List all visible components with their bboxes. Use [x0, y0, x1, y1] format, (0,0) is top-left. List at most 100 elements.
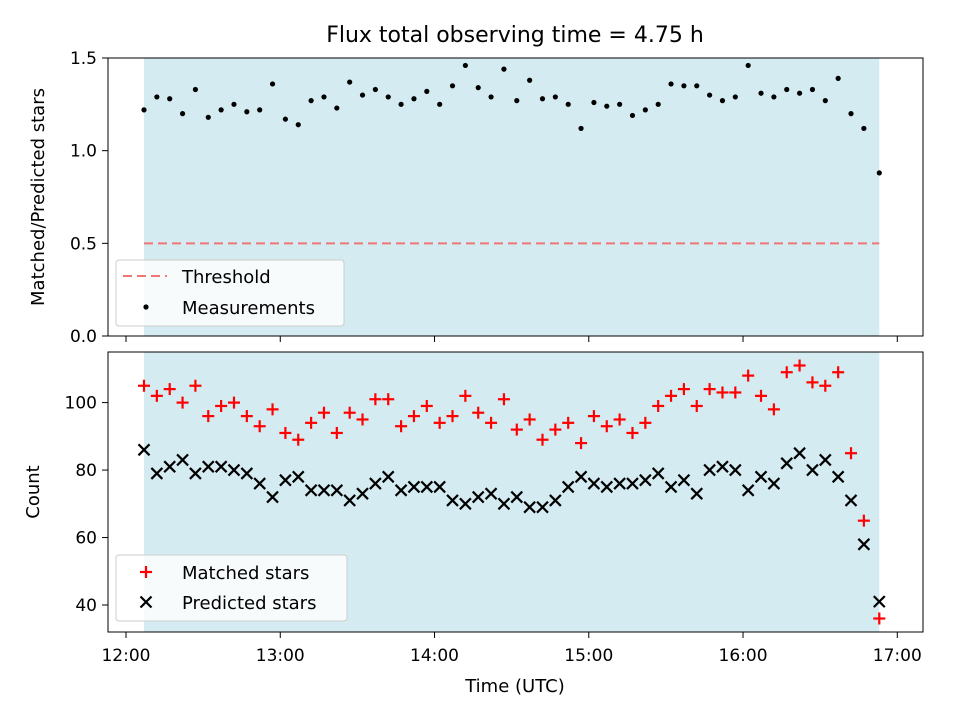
predicted-star-point [484, 487, 498, 500]
measurement-point [527, 77, 533, 83]
predicted-star-point [806, 463, 819, 477]
matched-star-point [626, 426, 639, 439]
predicted-star-point [291, 470, 305, 484]
matched-star-point [215, 399, 228, 412]
matched-star-point [330, 426, 343, 439]
measurement-point [257, 107, 263, 113]
measurement-point [462, 62, 468, 69]
predicted-star-point [523, 500, 536, 514]
matched-star-point [703, 383, 716, 396]
measurement-point [642, 107, 648, 113]
measurement-point [604, 103, 610, 109]
measurement-point [475, 85, 481, 91]
matched-star-point [755, 389, 768, 402]
matched-star-point [485, 416, 498, 429]
matched-star-point [317, 406, 330, 419]
x-ticks-bottom: 12:00 13:00 14:00 15:00 16:00 17:00 [101, 632, 922, 666]
predicted-star-point [510, 490, 524, 504]
predicted-star-point [420, 480, 434, 494]
matched-star-point [562, 416, 575, 429]
predicted-star-point [574, 470, 588, 484]
predicted-star-point [780, 457, 794, 470]
y-tick-label: 1.0 [70, 142, 97, 162]
measurement-point [231, 101, 237, 107]
predicted-star-point [561, 480, 575, 494]
measurement-point [321, 94, 327, 100]
predicted-star-point [819, 453, 832, 467]
panel-ratio: 0.0 0.5 1.0 1.5 Matched/Predicted stars Thr… [28, 49, 924, 347]
predicted-star-point [549, 494, 562, 507]
measurement-point [449, 83, 456, 89]
matched-star-point [793, 359, 806, 372]
matched-star-point [420, 399, 433, 412]
matched-star-point [873, 612, 886, 625]
matched-star-point [536, 433, 549, 446]
matched-star-point [395, 420, 408, 433]
matched-star-point [652, 399, 665, 412]
measurement-point [411, 96, 417, 102]
predicted-star-point [150, 467, 164, 480]
predicted-star-point [330, 484, 344, 497]
predicted-star-point [459, 497, 472, 511]
measurement-point [244, 109, 250, 115]
measurement-point [578, 125, 584, 132]
legend-matched-marker [140, 566, 152, 578]
matched-star-point [806, 376, 819, 389]
measurement-point [539, 96, 546, 102]
y-axis-label-bottom: Count [23, 465, 44, 518]
predicted-star-point [754, 470, 768, 484]
measurement-point [822, 98, 828, 104]
matched-star-point [497, 393, 510, 406]
y-tick-label: 40 [75, 596, 97, 616]
predicted-star-point [626, 477, 639, 490]
legend-bottom-box [115, 554, 348, 622]
predicted-star-point [651, 467, 665, 480]
measurement-point [359, 92, 366, 98]
matched-star-point [382, 393, 395, 406]
predicted-star-point [279, 473, 292, 487]
x-tick-label: 17:00 [873, 646, 922, 666]
measurement-point [848, 111, 854, 117]
measurement-point [565, 101, 571, 107]
measurement-point [347, 79, 353, 85]
matched-star-point [176, 396, 189, 409]
matched-star-point [459, 389, 472, 402]
predicted-star-point [600, 480, 614, 494]
matched-star-point [690, 399, 703, 412]
legend-measurements-label: Measurements [182, 298, 315, 319]
measurement-point [694, 83, 700, 89]
matched-star-point [446, 410, 459, 423]
matched-star-point [639, 416, 652, 429]
predicted-star-point [471, 490, 485, 504]
predicted-star-point [716, 460, 729, 473]
matched-star-point [600, 420, 613, 433]
predicted-star-point [343, 494, 356, 507]
y-tick-label: 0.5 [70, 234, 97, 254]
y-tick-label: 100 [65, 394, 97, 414]
measurement-point [205, 114, 211, 120]
legend-top: Threshold Measurements [115, 259, 345, 327]
y-axis-label-top: Matched/Predicted stars [28, 88, 49, 306]
predicted-stars-points [137, 443, 886, 608]
x-tick-label: 15:00 [564, 646, 613, 666]
predicted-star-point [356, 487, 369, 500]
predicted-star-point [587, 477, 601, 490]
predicted-star-point [793, 446, 806, 460]
measurement-point [552, 94, 558, 100]
predicted-star-point [433, 480, 446, 494]
measurement-point [192, 86, 199, 93]
legend-matched-label: Matched stars [182, 563, 309, 584]
legend-predicted-swatch [139, 595, 153, 609]
matched-star-point [343, 406, 356, 419]
matched-star-point [266, 403, 279, 416]
matched-star-point [510, 423, 523, 436]
measurement-point [282, 116, 288, 122]
predicted-star-point [741, 484, 755, 497]
predicted-star-point [729, 463, 742, 477]
matched-star-point [587, 410, 600, 423]
matched-star-point [549, 423, 562, 436]
y-tick-label: 60 [75, 529, 97, 549]
matched-star-point [356, 413, 369, 426]
